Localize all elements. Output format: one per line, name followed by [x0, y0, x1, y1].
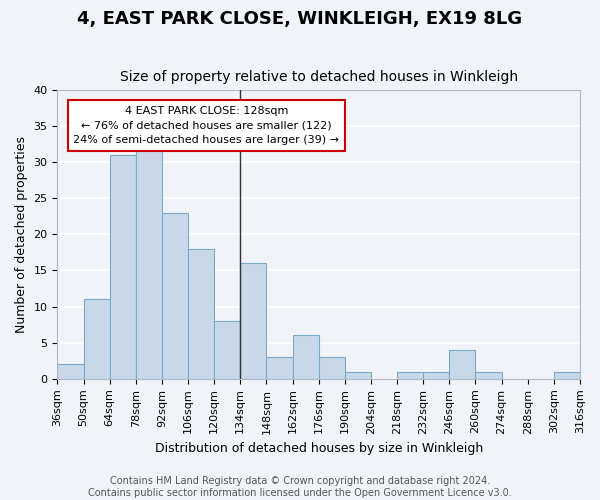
Bar — [83, 300, 110, 379]
Bar — [241, 263, 266, 379]
Bar — [58, 364, 83, 379]
Bar — [319, 357, 345, 379]
Text: 4 EAST PARK CLOSE: 128sqm
← 76% of detached houses are smaller (122)
24% of semi: 4 EAST PARK CLOSE: 128sqm ← 76% of detac… — [73, 106, 340, 146]
Bar — [162, 212, 188, 379]
Bar — [345, 372, 371, 379]
Y-axis label: Number of detached properties: Number of detached properties — [15, 136, 28, 333]
Bar — [554, 372, 580, 379]
X-axis label: Distribution of detached houses by size in Winkleigh: Distribution of detached houses by size … — [155, 442, 483, 455]
Bar — [188, 249, 214, 379]
Bar — [293, 336, 319, 379]
Text: Contains HM Land Registry data © Crown copyright and database right 2024.
Contai: Contains HM Land Registry data © Crown c… — [88, 476, 512, 498]
Bar — [423, 372, 449, 379]
Bar — [397, 372, 423, 379]
Text: 4, EAST PARK CLOSE, WINKLEIGH, EX19 8LG: 4, EAST PARK CLOSE, WINKLEIGH, EX19 8LG — [77, 10, 523, 28]
Bar — [214, 321, 241, 379]
Bar — [449, 350, 475, 379]
Bar — [475, 372, 502, 379]
Bar — [266, 357, 293, 379]
Title: Size of property relative to detached houses in Winkleigh: Size of property relative to detached ho… — [119, 70, 518, 85]
Bar — [110, 155, 136, 379]
Bar — [136, 148, 162, 379]
